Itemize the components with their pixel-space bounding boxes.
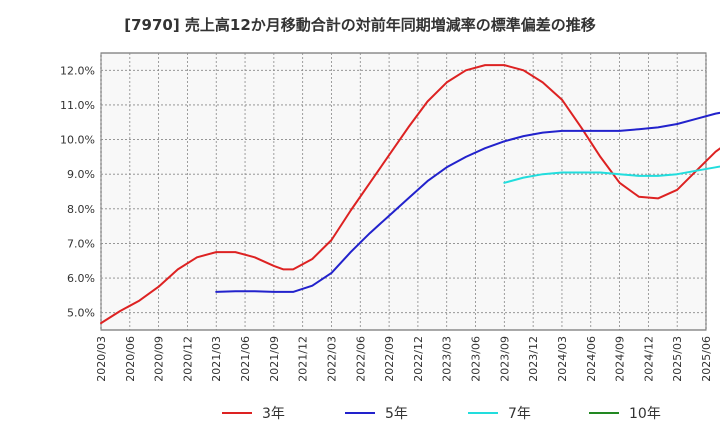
x-tick-label: 2020/09 [153,336,166,382]
x-tick-label: 2024/09 [614,336,627,382]
chart-title: [7970] 売上高12か月移動合計の対前年同期増減率の標準偏差の推移 [124,16,596,34]
x-tick-label: 2023/06 [470,336,483,382]
y-tick-label: 7.0% [67,237,95,250]
x-tick-label: 2023/09 [498,336,511,382]
y-axis: 5.0% 6.0% 7.0% 8.0% 9.0% 10.0% 11.0% 12.0% [60,64,95,319]
x-axis: 2020/03 2020/06 2020/09 2020/12 2021/03 2021/… [95,336,713,382]
x-tick-label: 2023/12 [527,336,540,382]
x-tick-label: 2021/06 [239,336,252,382]
x-tick-label: 2025/06 [700,336,713,382]
x-tick-label: 2022/09 [383,336,396,382]
y-tick-label: 11.0% [60,99,95,112]
series-lines [100,64,720,325]
y-tick-label: 8.0% [67,203,95,216]
x-tick-label: 2023/03 [441,336,454,382]
x-tick-label: 2022/03 [325,336,338,382]
x-tick-label: 2022/06 [354,336,367,382]
x-tick-label: 2021/09 [268,336,281,382]
legend-label-4: 10年 [629,406,661,422]
x-tick-label: 2020/03 [95,336,108,382]
y-tick-label: 12.0% [60,64,95,77]
x-tick-label: 2021/03 [210,336,223,382]
x-tick-label: 2020/12 [181,336,194,382]
x-tick-label: 2024/12 [642,336,655,382]
x-tick-label: 2021/12 [297,336,310,382]
y-tick-label: 5.0% [67,307,95,320]
legend-label-2: 5年 [385,406,408,422]
y-tick-label: 6.0% [67,272,95,285]
series-line-3 [503,165,720,184]
x-tick-label: 2025/03 [671,336,684,382]
y-tick-label: 10.0% [60,134,95,147]
legend-label-3: 7年 [508,406,531,422]
grid-lines [100,53,707,330]
plot-background [100,52,707,331]
series-line-1 [100,64,720,325]
x-tick-label: 2024/06 [585,336,598,382]
series-line-2 [215,111,720,293]
x-tick-label: 2024/03 [556,336,569,382]
legend: 3年 5年 7年 10年 [222,406,661,422]
legend-label-1: 3年 [262,406,285,422]
plot-area [100,52,707,331]
x-tick-label: 2020/06 [124,336,137,382]
y-tick-label: 9.0% [67,168,95,181]
x-tick-label: 2022/12 [412,336,425,382]
